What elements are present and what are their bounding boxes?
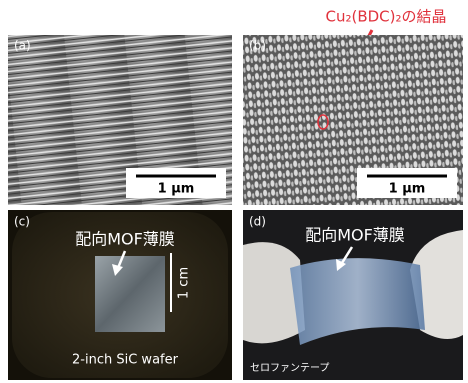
- scale-label: 1 cm: [177, 267, 192, 299]
- caption: 2-inch SiC wafer: [72, 353, 179, 368]
- panel-c: (c) 配向MOF薄膜 1 cm 2-inch SiC wafer: [8, 210, 232, 380]
- panel-label: (d): [249, 215, 266, 229]
- panel-a: (a) 1 μm: [8, 35, 232, 205]
- panel-b: (b) 1 μm: [243, 35, 463, 205]
- panel-d: (d) 配向MOF薄膜 セロファンテープ: [243, 210, 463, 380]
- mof-film: [95, 256, 165, 332]
- film-label: 配向MOF薄膜: [75, 230, 175, 249]
- scale-label: 1 μm: [389, 182, 426, 197]
- panel-label: (a): [14, 39, 31, 53]
- figure: Cu₂(BDC)₂の結晶 (a) 1 μm (b) 1 μm (c) 配向MOF…: [0, 0, 468, 383]
- panel-label: (b): [249, 39, 266, 53]
- title: Cu₂(BDC)₂の結晶: [325, 8, 446, 26]
- scale-label: 1 μm: [158, 182, 195, 197]
- caption: セロファンテープ: [250, 362, 329, 374]
- film-label: 配向MOF薄膜: [305, 226, 405, 245]
- panel-label: (c): [14, 215, 30, 229]
